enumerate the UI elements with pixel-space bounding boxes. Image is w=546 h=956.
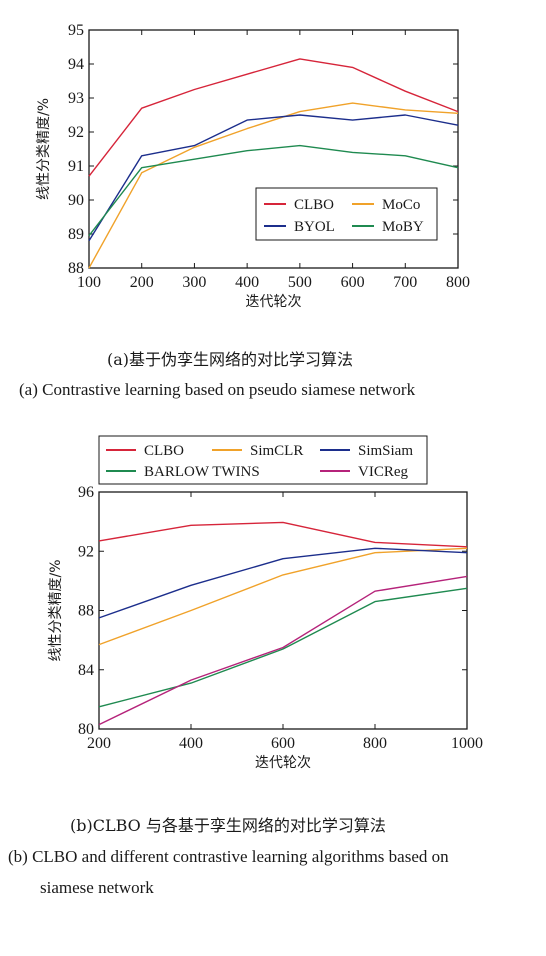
chart-b-xtick-label: 1000 — [451, 735, 483, 752]
chart-b-series-line-simsiam — [98, 547, 468, 619]
chart-a-xtick-label: 500 — [288, 274, 312, 291]
chart-b-ytick-label: 80 — [78, 721, 94, 738]
caption-a-en: (a) Contrastive learning based on pseudo… — [19, 380, 416, 399]
chart-b-ytick-label: 92 — [78, 543, 94, 560]
chart-b-legend-label-barlow-twins: BARLOW TWINS — [144, 464, 260, 480]
chart-a-legend-label-moco: MoCo — [382, 197, 420, 213]
chart-a-xtick-label: 600 — [341, 274, 365, 291]
caption-a-cn: (a)基于伪孪生网络的对比学习算法 — [107, 350, 354, 369]
chart-b-ytick-label: 96 — [78, 484, 94, 501]
chart-a-ytick-label: 90 — [68, 192, 84, 209]
chart-b-series-line-simclr — [98, 547, 468, 646]
chart-a-series-line-moby — [88, 144, 459, 237]
chart-b-legend-label-simsiam: SimSiam — [358, 443, 413, 459]
chart-b-legend-label-vicreg: VICReg — [358, 464, 408, 480]
chart-a-ytick-label: 89 — [68, 226, 84, 243]
chart-b-xtick-label: 200 — [87, 735, 111, 752]
chart-a-legend-label-clbo: CLBO — [294, 197, 334, 213]
chart-a-series-line-byol — [88, 114, 459, 242]
chart-a-xlabel: 迭代轮次 — [246, 294, 302, 310]
chart-b-legend-box — [98, 435, 428, 485]
chart-b-series-line-vicreg — [98, 575, 468, 726]
caption-b-cn: (b)CLBO 与各基于孪生网络的对比学习算法 — [70, 816, 386, 835]
chart-a-ytick-label: 95 — [68, 22, 84, 39]
chart-a-xtick-label: 800 — [446, 274, 470, 291]
chart-a-legend-label-moby: MoBY — [382, 219, 424, 235]
caption-b-en-line2: siamese network — [40, 878, 154, 897]
chart-a-xtick-label: 100 — [77, 274, 101, 291]
chart-b-legend-label-simclr: SimCLR — [250, 443, 303, 459]
chart-a-ylabel: 线性分类精度/% — [36, 98, 52, 200]
caption-b-en-line1: (b) CLBO and different contrastive learn… — [8, 847, 449, 866]
chart-b-plot-frame — [98, 491, 468, 730]
chart-a-ytick-label: 94 — [68, 56, 84, 73]
chart-a-ytick-label: 93 — [68, 90, 84, 107]
chart-a-plot-frame — [88, 29, 459, 269]
chart-a-legend-label-byol: BYOL — [294, 219, 335, 235]
chart-b-ylabel: 线性分类精度/% — [48, 559, 64, 661]
chart-b-ytick-label: 88 — [78, 603, 94, 620]
chart-a: 88 89 90 91 92 93 94 95 100 200 300 400 500 600 700 800… — [36, 22, 470, 310]
chart-a-ytick-label: 91 — [68, 158, 84, 175]
chart-b-ytick-label: 84 — [78, 662, 94, 679]
chart-a-ytick-label: 92 — [68, 124, 84, 141]
chart-b-legend-label-clbo: CLBO — [144, 443, 184, 459]
chart-a-legend-box — [255, 187, 438, 241]
chart-a-series-line-clbo — [88, 58, 459, 177]
chart-a-xtick-label: 300 — [182, 274, 206, 291]
chart-b-xtick-label: 600 — [271, 735, 295, 752]
chart-b-series-line-clbo — [98, 521, 468, 548]
chart-b-series-line-barlow-twins — [98, 587, 468, 708]
chart-b: 80 84 88 92 96 200 400 600 800 1000 迭代轮次 线性分类精度/% CL… — [48, 435, 483, 771]
chart-a-ytick-label: 88 — [68, 260, 84, 277]
chart-a-xtick-label: 200 — [130, 274, 154, 291]
chart-b-xtick-label: 400 — [179, 735, 203, 752]
chart-b-xtick-label: 800 — [363, 735, 387, 752]
chart-a-series-line-moco — [88, 102, 459, 269]
chart-a-xtick-label: 700 — [393, 274, 417, 291]
chart-b-xlabel: 迭代轮次 — [255, 755, 311, 771]
chart-a-xtick-label: 400 — [235, 274, 259, 291]
